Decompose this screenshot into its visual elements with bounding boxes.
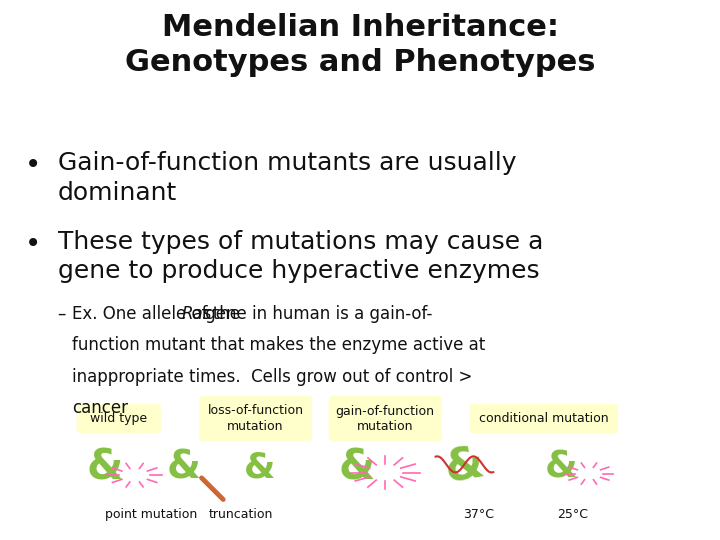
Text: loss-of-function
mutation: loss-of-function mutation [207,404,304,433]
Text: &: & [86,446,122,488]
Text: wild type: wild type [90,412,148,425]
Text: •: • [25,151,42,179]
Text: –: – [58,305,66,323]
Text: Ex. One allele of the: Ex. One allele of the [72,305,246,323]
Text: inappropriate times.  Cells grow out of control >: inappropriate times. Cells grow out of c… [72,368,472,386]
Text: point mutation: point mutation [105,508,197,521]
FancyBboxPatch shape [78,404,160,433]
FancyBboxPatch shape [469,404,618,433]
Text: &: & [441,443,487,491]
Text: gene in human is a gain-of-: gene in human is a gain-of- [200,305,433,323]
Text: 37°C: 37°C [463,508,495,521]
Text: &: & [166,448,201,486]
Text: Mendelian Inheritance:
Genotypes and Phenotypes: Mendelian Inheritance: Genotypes and Phe… [125,14,595,77]
Text: &: & [545,449,578,485]
Text: Ras: Ras [181,305,212,323]
FancyBboxPatch shape [199,396,311,441]
Text: gain-of-function
mutation: gain-of-function mutation [336,404,435,433]
Text: &: & [338,446,374,488]
Text: function mutant that makes the enzyme active at: function mutant that makes the enzyme ac… [72,336,485,354]
Text: These types of mutations may cause a
gene to produce hyperactive enzymes: These types of mutations may cause a gen… [58,230,543,283]
Text: •: • [25,230,42,258]
Text: conditional mutation: conditional mutation [479,412,608,425]
FancyBboxPatch shape [330,396,441,441]
Text: &: & [243,450,275,484]
Text: cancer: cancer [72,399,128,417]
Text: Gain-of-function mutants are usually
dominant: Gain-of-function mutants are usually dom… [58,151,516,205]
Text: truncation: truncation [209,508,274,521]
Text: 25°C: 25°C [557,508,588,521]
